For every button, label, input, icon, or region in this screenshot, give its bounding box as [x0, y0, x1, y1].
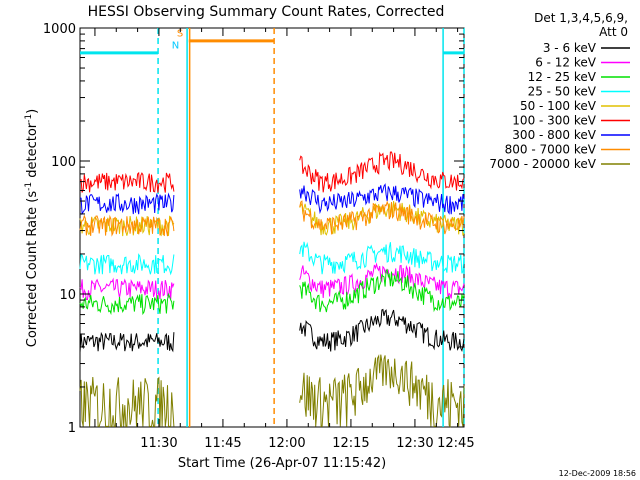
y-tick-label: 10 — [59, 288, 76, 303]
timestamp-label: 12-Dec-2009 18:56 — [559, 469, 636, 478]
x-tick-label: 11:30 — [140, 436, 177, 451]
x-tick-label: 12:45 — [437, 436, 474, 451]
flag-label-night: N — [172, 41, 179, 52]
legend-header-line1: Det 1,3,4,5,6,9, — [534, 11, 628, 25]
legend-entry-label: 3 - 6 keV — [543, 41, 597, 55]
series-line-2 — [79, 268, 465, 316]
y-tick-label: 1 — [68, 421, 76, 436]
series-line-3 — [79, 241, 465, 276]
y-tick-label: 100 — [51, 155, 76, 170]
x-tick-label: 12:00 — [268, 436, 305, 451]
legend-entry-label: 7000 - 20000 keV — [489, 157, 596, 171]
series-line-1 — [79, 262, 465, 300]
series-line-0 — [79, 308, 465, 353]
legend-entry-label: 50 - 100 keV — [520, 99, 597, 113]
legend-entry-label: 12 - 25 keV — [528, 70, 597, 84]
flag-label-saa: S — [177, 29, 183, 40]
legend-entry-label: 25 - 50 keV — [528, 85, 597, 99]
series-line-5 — [79, 151, 465, 193]
series-line-8 — [79, 354, 465, 428]
x-axis-label: Start Time (26-Apr-07 11:15:42) — [178, 456, 386, 471]
legend-entry-label: 100 - 300 keV — [512, 114, 596, 128]
legend-entry-label: 300 - 800 keV — [512, 128, 596, 142]
x-tick-label: 12:15 — [332, 436, 369, 451]
legend-entry-label: 800 - 7000 keV — [505, 143, 597, 157]
y-tick-label: 1000 — [43, 22, 76, 37]
y-axis-label: Corrected Count Rate (s-1 detector-1) — [24, 109, 40, 347]
series-line-6 — [79, 183, 465, 216]
legend-entry-label: 6 - 12 keV — [535, 56, 597, 70]
legend-header-line2: Att 0 — [599, 25, 628, 39]
x-tick-label: 12:30 — [396, 436, 433, 451]
series-line-7 — [79, 200, 465, 237]
x-tick-label: 11:45 — [204, 436, 241, 451]
chart-title: HESSI Observing Summary Count Rates, Cor… — [88, 4, 445, 20]
